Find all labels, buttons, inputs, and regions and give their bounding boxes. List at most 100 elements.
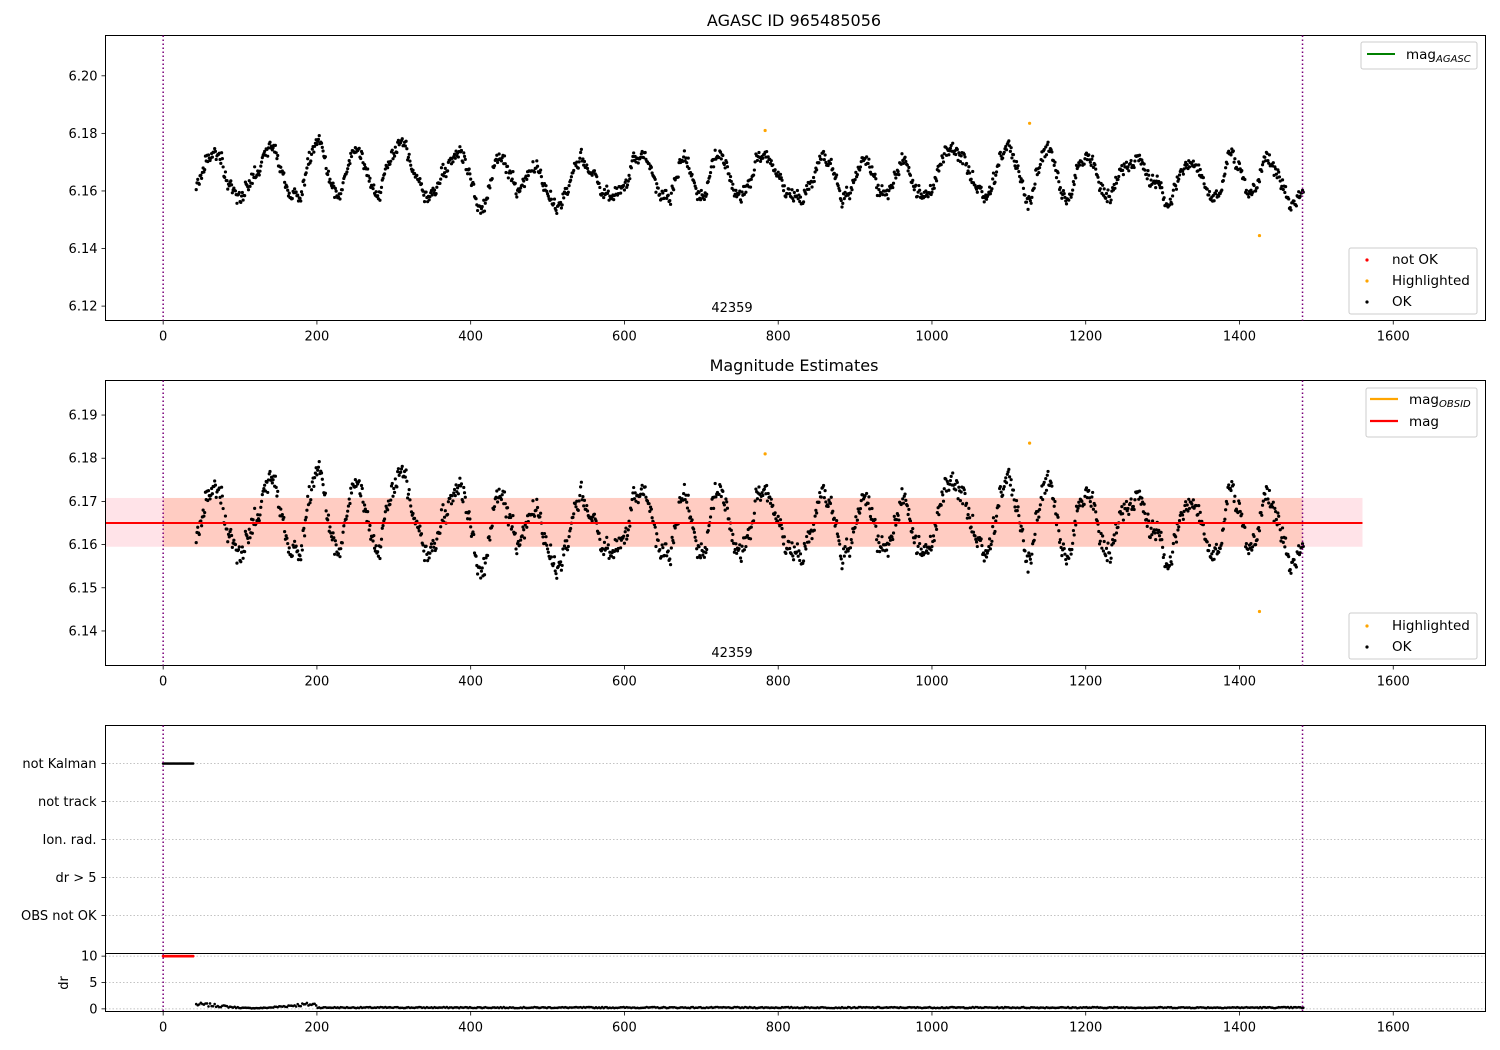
ok-point [1029,201,1033,205]
ok-point [1026,570,1030,574]
ok-point [539,168,543,172]
ok-point [585,503,589,508]
ok-point [560,203,564,207]
ok-point [1056,515,1060,519]
ok-point [701,553,705,557]
ok-point [367,179,371,183]
ok-point [1101,534,1105,538]
ok-point [1151,519,1155,523]
ok-point [753,160,757,164]
ok-point [452,491,456,495]
ok-point [208,497,212,501]
ok-point [1170,562,1174,566]
ok-point [226,187,230,191]
ok-point [305,508,309,512]
ok-point [1147,519,1151,523]
ok-point [338,555,342,559]
ok-point [1205,187,1209,191]
ok-point [582,163,586,167]
ok-point [474,554,478,558]
ok-point [969,177,973,181]
ok-point [937,169,941,173]
ok-point [1217,194,1221,198]
ok-point [478,204,482,208]
dr-point [313,1002,316,1006]
ok-point [754,487,758,491]
ok-point [482,209,487,213]
ok-point [439,177,443,181]
ok-point [1177,177,1181,181]
ok-point [865,155,869,159]
ok-point [980,543,984,548]
ok-point [914,183,918,187]
ok-point [1298,551,1302,555]
panel4-marks [161,954,1305,1010]
ok-point [664,188,668,193]
ok-point [310,147,314,151]
ok-point [1021,179,1025,183]
ok-point [418,524,422,528]
ok-point [824,500,828,504]
ok-point [241,556,245,560]
ok-point [1114,181,1119,185]
ok-point [585,509,590,513]
ok-point [822,158,826,162]
ok-point [887,189,891,193]
ok-point [302,526,306,530]
ok-point [1159,530,1163,534]
ok-point [1082,162,1086,166]
ok-point [544,184,548,188]
ok-point [1168,197,1172,201]
ok-point [426,559,430,563]
ok-point [776,514,780,519]
ok-point [1267,161,1271,165]
ok-point [744,190,748,194]
ok-point [472,182,476,186]
ok-point [409,163,413,167]
ok-point [1025,554,1029,558]
ok-point [400,137,404,141]
ok-point [1104,554,1108,558]
ok-point [419,182,424,186]
ok-point [894,523,898,527]
ok-point [1017,513,1021,518]
panel2-yaxis: 6.146.156.166.176.186.19 [69,409,106,639]
ok-point [692,530,697,534]
ok-point [328,525,332,529]
ok-point [1071,179,1076,184]
ok-point [554,572,558,576]
x-tick-label: 400 [458,675,483,690]
ok-point [994,173,998,177]
ok-point [817,500,821,504]
ok-point [221,165,225,169]
ok-point [203,510,207,515]
ok-point [877,541,881,545]
y-tick-label: 6.15 [69,581,98,596]
ok-point [1185,162,1189,167]
ok-point [1105,200,1109,204]
ok-point [997,504,1001,508]
ok-point [687,509,691,513]
ok-point [1198,510,1202,514]
ok-point [1207,189,1212,194]
ok-point [324,166,328,171]
ok-point [1096,175,1100,179]
ok-point [1276,511,1280,515]
ok-point [560,563,564,568]
ok-point [422,199,427,204]
ok-point [1044,477,1048,481]
ok-point [1191,498,1195,502]
ok-point [698,198,703,202]
ok-point [1067,556,1071,561]
ok-point [1247,552,1251,556]
ok-point [320,477,324,481]
ok-point [649,507,653,511]
ok-point [253,506,257,510]
ok-point [891,185,895,190]
ok-point [998,150,1002,154]
ok-point [951,471,955,475]
ok-point [243,529,248,533]
ok-point [632,485,636,490]
ok-point [991,524,995,529]
ok-point [274,151,278,155]
